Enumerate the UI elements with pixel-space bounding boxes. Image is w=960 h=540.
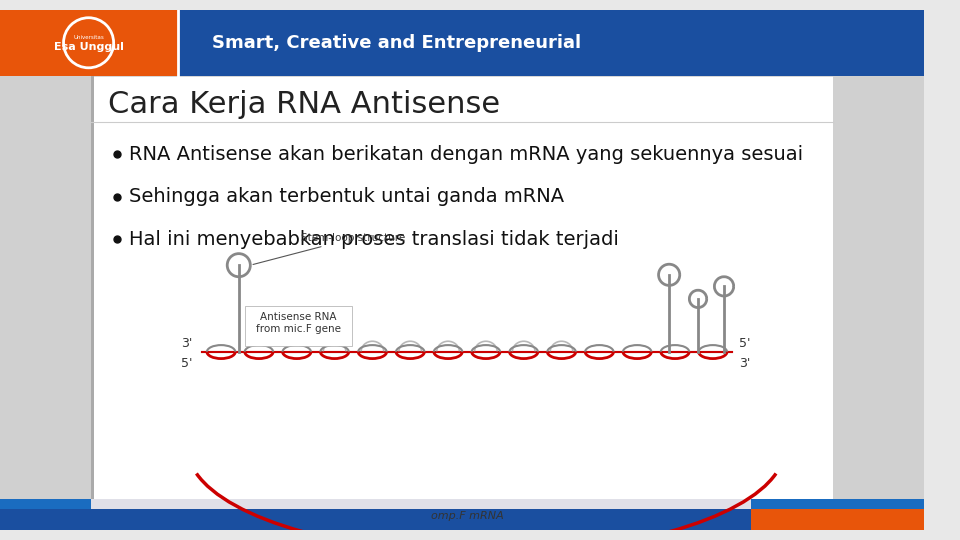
Text: 3': 3'	[739, 356, 751, 370]
FancyBboxPatch shape	[0, 76, 91, 499]
Text: Esa Unggul: Esa Unggul	[54, 42, 124, 52]
Text: Universitas: Universitas	[73, 35, 104, 39]
Text: Stem-loop structure: Stem-loop structure	[253, 233, 406, 265]
Text: Sehingga akan terbentuk untai ganda mRNA: Sehingga akan terbentuk untai ganda mRNA	[129, 187, 564, 206]
FancyBboxPatch shape	[91, 76, 833, 499]
FancyBboxPatch shape	[91, 76, 94, 499]
Text: Cara Kerja RNA Antisense: Cara Kerja RNA Antisense	[108, 90, 500, 119]
FancyBboxPatch shape	[0, 10, 179, 76]
FancyBboxPatch shape	[0, 509, 924, 530]
FancyBboxPatch shape	[0, 499, 924, 509]
Text: Smart, Creative and Entrepreneurial: Smart, Creative and Entrepreneurial	[212, 34, 581, 52]
Text: RNA Antisense akan berikatan dengan mRNA yang sekuennya sesuai: RNA Antisense akan berikatan dengan mRNA…	[129, 145, 804, 164]
Text: 5': 5'	[739, 337, 751, 350]
Text: 5': 5'	[181, 356, 193, 370]
Text: Hal ini menyebabkan proses translasi tidak terjadi: Hal ini menyebabkan proses translasi tid…	[129, 230, 619, 249]
FancyBboxPatch shape	[91, 499, 751, 509]
FancyBboxPatch shape	[833, 76, 924, 499]
Text: omp.F mRNA: omp.F mRNA	[431, 510, 503, 521]
FancyBboxPatch shape	[245, 306, 352, 346]
Text: 3': 3'	[181, 337, 193, 350]
Text: Antisense RNA
from mic.F gene: Antisense RNA from mic.F gene	[256, 312, 341, 334]
FancyBboxPatch shape	[0, 10, 924, 76]
FancyBboxPatch shape	[751, 509, 924, 530]
